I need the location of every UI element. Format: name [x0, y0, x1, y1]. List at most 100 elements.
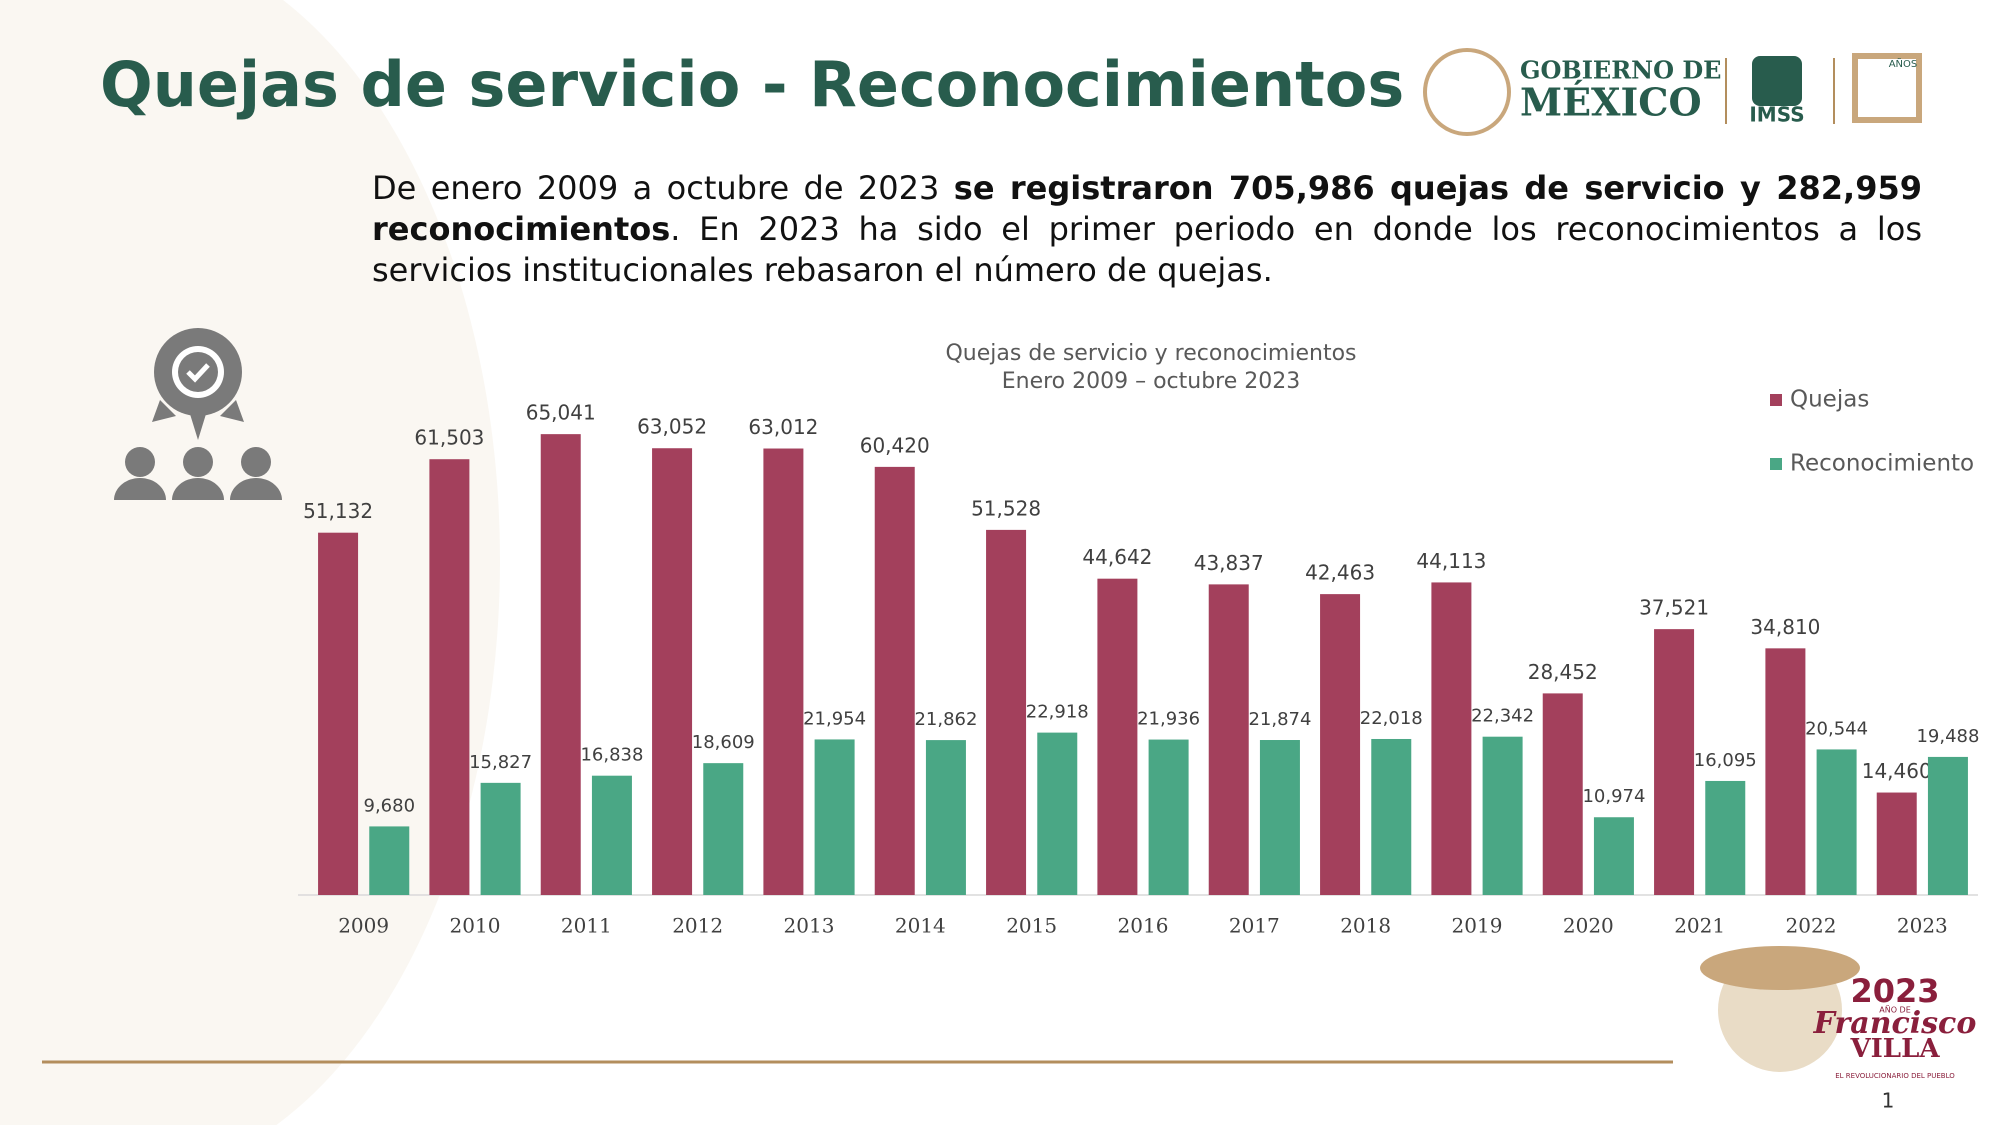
bar — [925, 740, 966, 895]
legend-swatch — [1770, 394, 1782, 406]
value-label: 14,460 — [1862, 759, 1932, 783]
bar — [1320, 594, 1361, 895]
bar — [1259, 740, 1300, 895]
intro-text: De enero 2009 a octubre de 2023 se regis… — [372, 168, 1922, 291]
bar — [1654, 629, 1695, 895]
bar — [1876, 792, 1917, 895]
value-label: 22,918 — [1026, 702, 1089, 723]
legend-label: Reconocimiento — [1790, 451, 1974, 477]
slide-title: Quejas de servicio - Reconocimientos — [100, 48, 1405, 121]
bar — [1816, 749, 1857, 895]
value-label: 21,862 — [914, 709, 977, 730]
bar — [1371, 738, 1412, 895]
bar — [369, 826, 410, 895]
imss-emblem — [1752, 56, 1802, 106]
bar — [591, 775, 632, 895]
value-label: 21,874 — [1248, 709, 1311, 730]
logo-text: GOBIERNO DE — [1520, 56, 1721, 85]
value-label: 16,095 — [1694, 750, 1757, 771]
x-tick-label: 2017 — [1229, 914, 1280, 938]
logo-text: Francisco — [1813, 1006, 1977, 1041]
bar — [986, 529, 1027, 895]
bar — [429, 459, 470, 895]
bar — [1097, 578, 1138, 895]
legend-label: Quejas — [1790, 387, 1869, 413]
value-label: 37,521 — [1639, 596, 1709, 620]
bar — [1482, 736, 1523, 895]
bar — [814, 739, 855, 895]
logo-text: MÉXICO — [1520, 80, 1702, 125]
bar — [1705, 780, 1746, 895]
bar — [874, 466, 915, 895]
x-tick-label: 2015 — [1006, 914, 1057, 938]
villa-illustration — [1700, 946, 1860, 990]
logo-text: VILLA — [1849, 1034, 1940, 1064]
x-tick-label: 2021 — [1674, 914, 1725, 938]
x-tick-label: 2018 — [1340, 914, 1391, 938]
bar — [1927, 756, 1968, 895]
x-tick-label: 2011 — [561, 914, 612, 938]
x-tick-label: 2023 — [1897, 914, 1948, 938]
value-label: 51,132 — [303, 499, 373, 523]
bar — [540, 434, 581, 895]
anniversary-emblem — [1852, 53, 1922, 123]
value-label: 60,420 — [860, 433, 930, 457]
x-tick-label: 2020 — [1563, 914, 1614, 938]
bar — [480, 782, 521, 895]
value-label: 9,680 — [364, 795, 416, 816]
x-tick-label: 2012 — [672, 914, 723, 938]
bar — [1765, 648, 1806, 895]
x-tick-label: 2016 — [1118, 914, 1169, 938]
value-label: 19,488 — [1916, 726, 1979, 747]
value-label: 43,837 — [1194, 551, 1264, 575]
value-label: 34,810 — [1750, 615, 1820, 639]
x-tick-label: 2013 — [784, 914, 835, 938]
award-icon — [114, 328, 282, 500]
value-label: 63,012 — [748, 415, 818, 439]
value-label: 21,936 — [1137, 709, 1200, 730]
bar — [1431, 582, 1472, 895]
logo-text: IMSS — [1749, 103, 1804, 127]
bar — [1593, 817, 1634, 895]
value-label: 61,503 — [414, 426, 484, 450]
value-label: 44,642 — [1082, 545, 1152, 569]
value-label: 28,452 — [1528, 660, 1598, 684]
bar — [318, 532, 359, 895]
bar — [652, 448, 693, 895]
bar — [1208, 584, 1249, 895]
logo-text: AÑOS — [1889, 57, 1918, 70]
value-label: 21,954 — [803, 708, 866, 729]
intro-highlight: se registraron 705,986 quejas de servici… — [372, 169, 1923, 248]
value-label: 44,113 — [1416, 549, 1486, 573]
logo-text: EL REVOLUCIONARIO DEL PUEBLO — [1835, 1072, 1955, 1080]
value-label: 16,838 — [580, 745, 643, 766]
bar — [703, 763, 744, 895]
value-label: 22,018 — [1360, 708, 1423, 729]
emblem — [1423, 48, 1511, 136]
intro-part: De enero 2009 a octubre de 2023 — [372, 169, 954, 207]
logo-text: AÑO DE — [1879, 1005, 1911, 1015]
logo-text: 2023 — [1850, 972, 1939, 1010]
value-label: 42,463 — [1305, 561, 1375, 585]
bar — [763, 448, 804, 895]
value-label: 65,041 — [526, 401, 596, 425]
value-label: 10,974 — [1582, 786, 1645, 807]
value-label: 22,342 — [1471, 706, 1534, 727]
chart-title: Quejas de servicio y reconocimientos — [945, 341, 1356, 366]
intro-part: . En 2023 ha sido el primer periodo en d… — [372, 210, 1922, 289]
value-label: 18,609 — [692, 732, 755, 753]
value-label: 51,528 — [971, 496, 1041, 520]
value-label: 20,544 — [1805, 718, 1868, 739]
bar — [1148, 739, 1189, 895]
x-tick-label: 2009 — [338, 914, 389, 938]
x-tick-label: 2010 — [450, 914, 501, 938]
legend-swatch — [1770, 458, 1782, 470]
bar — [1037, 732, 1078, 895]
value-label: 15,827 — [469, 752, 532, 773]
value-label: 63,052 — [637, 415, 707, 439]
x-tick-label: 2022 — [1786, 914, 1837, 938]
x-tick-label: 2019 — [1452, 914, 1503, 938]
x-tick-label: 2014 — [895, 914, 946, 938]
bar — [1542, 693, 1583, 895]
